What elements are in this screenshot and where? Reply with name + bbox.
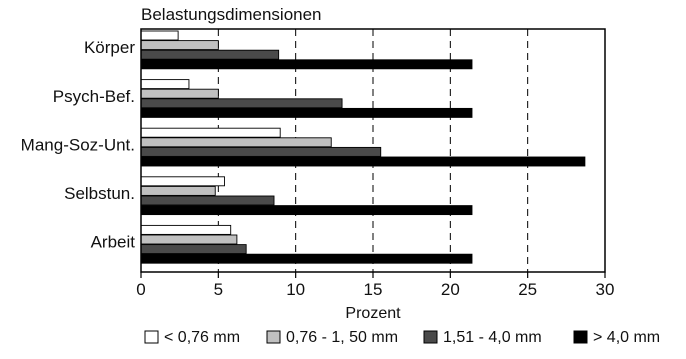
y-tick-label: Mang-Soz-Unt.	[21, 135, 135, 154]
bar	[141, 157, 585, 166]
bar	[141, 60, 472, 69]
x-axis-label: Prozent	[345, 305, 401, 322]
x-tick-label: 0	[136, 280, 145, 299]
x-tick-label: 30	[596, 280, 615, 299]
bar	[141, 89, 218, 98]
legend-label: 0,76 - 1, 50 mm	[286, 329, 398, 346]
bars	[141, 31, 585, 263]
legend-label: > 4,0 mm	[593, 329, 660, 346]
legend-label: < 0,76 mm	[164, 329, 240, 346]
bar	[141, 108, 472, 117]
legend-swatch	[424, 331, 437, 343]
bar	[141, 41, 218, 50]
bar	[141, 186, 215, 195]
x-tick-label: 15	[364, 280, 383, 299]
bar	[141, 128, 280, 137]
bar	[141, 254, 472, 263]
bar	[141, 177, 225, 186]
y-tick-label: Arbeit	[91, 233, 136, 252]
bar	[141, 196, 274, 205]
bar	[141, 225, 231, 234]
legend-swatch	[145, 331, 158, 343]
bar	[141, 50, 279, 59]
bar	[141, 147, 381, 156]
legend-label: 1,51 - 4,0 mm	[443, 329, 542, 346]
x-tick-label: 5	[214, 280, 223, 299]
bar	[141, 138, 331, 147]
bar	[141, 206, 472, 215]
y-tick-label: Körper	[84, 38, 135, 57]
bar	[141, 31, 178, 40]
chart-title: Belastungsdimensionen	[141, 5, 322, 24]
x-tick-label: 10	[286, 280, 305, 299]
x-tick-label: 25	[518, 280, 537, 299]
y-tick-label: Selbstun.	[64, 184, 135, 203]
legend: < 0,76 mm 0,76 - 1, 50 mm 1,51 - 4,0 mm > 4…	[145, 329, 660, 346]
y-tick-label: Psych-Bef.	[53, 87, 135, 106]
bar	[141, 99, 342, 108]
bar	[141, 235, 237, 244]
bar	[141, 80, 189, 89]
x-axis: 0 5 10 15 20 25 30	[136, 272, 614, 299]
x-tick-label: 20	[441, 280, 460, 299]
y-axis: Körper Psych-Bef. Mang-Soz-Unt. Selbstun. Ar…	[21, 38, 136, 251]
legend-swatch	[574, 331, 587, 343]
bar	[141, 245, 246, 254]
legend-swatch	[267, 331, 280, 343]
